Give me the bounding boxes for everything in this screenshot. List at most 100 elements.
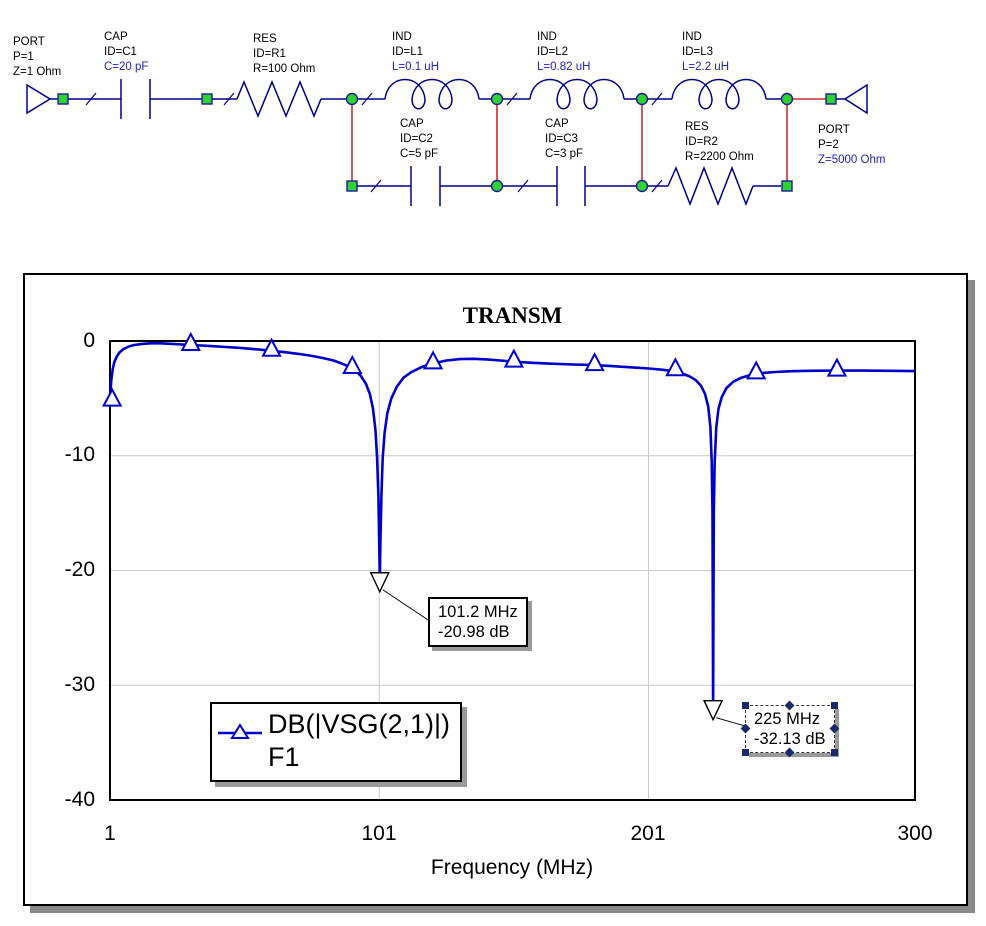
wire-tick-icon xyxy=(85,92,97,106)
ytick-m30: -30 xyxy=(64,673,95,696)
trace-marker-icon xyxy=(826,357,848,377)
port1-impedance: Z=1 Ohm xyxy=(13,66,61,78)
node-port2[interactable] xyxy=(825,93,837,105)
cap-c3-symbol[interactable]: CAP ID=C3 C=3 pF xyxy=(490,118,637,206)
cap-c1-symbol[interactable]: CAP ID=C1 C=20 pF xyxy=(68,31,213,119)
c1-id: ID=C1 xyxy=(104,46,137,58)
wire-tick-icon xyxy=(517,179,529,193)
c2-type: CAP xyxy=(400,118,424,130)
marker-leader-line xyxy=(382,589,429,621)
shunt-wires[interactable] xyxy=(351,105,788,181)
port1-symbol[interactable]: PORT P=1 Z=1 Ohm xyxy=(13,36,69,115)
l3-id: ID=L3 xyxy=(682,46,713,58)
node-1[interactable] xyxy=(345,92,359,106)
r2-id: ID=R2 xyxy=(685,136,718,148)
ytick-m20: -20 xyxy=(64,558,95,581)
port1-label: PORT xyxy=(13,36,45,48)
xtick-201: 201 xyxy=(630,822,666,845)
trace-marker-icon xyxy=(503,348,525,368)
wire-tick-icon xyxy=(370,179,382,193)
trace-db-vsg21[interactable] xyxy=(108,341,916,712)
legend-trace-icon xyxy=(218,723,262,739)
port2-number: P=2 xyxy=(818,139,839,151)
r1-type: RES xyxy=(253,33,277,45)
l3-value: L=2.2 uH xyxy=(682,61,729,73)
trace-marker-icon xyxy=(584,351,605,372)
xtick-300: 300 xyxy=(897,822,933,845)
node-b1[interactable] xyxy=(346,180,358,192)
r1-id: ID=R1 xyxy=(253,48,286,60)
marker1-callout-box[interactable]: 101.2 MHz -20.98 dB xyxy=(428,597,528,647)
trace-marker-icon xyxy=(261,337,282,357)
selection-handle[interactable] xyxy=(742,702,749,709)
circuit-schematic: PORT P=1 Z=1 Ohm CAP ID=C1 C=20 pF RES I… xyxy=(13,31,885,207)
c3-value: C=3 pF xyxy=(545,148,583,160)
l1-value: L=0.1 uH xyxy=(392,61,439,73)
c2-value: C=5 pF xyxy=(400,148,438,160)
r2-type: RES xyxy=(685,121,709,133)
port1-triangle-icon[interactable] xyxy=(26,83,52,115)
legend-series-label: DB(|VSG(2,1)|) xyxy=(268,709,451,739)
ind-l2-symbol[interactable]: IND ID=L2 L=0.82 uH xyxy=(490,31,637,110)
port2-triangle-icon[interactable] xyxy=(843,83,868,115)
node-3[interactable] xyxy=(635,92,649,106)
marker-leader-line xyxy=(715,717,745,727)
node-b2[interactable] xyxy=(490,179,504,193)
r1-value: R=100 Ohm xyxy=(253,63,315,75)
marker2-frequency: 225 MHz xyxy=(754,710,821,728)
node-b4[interactable] xyxy=(781,180,793,192)
port2-impedance: Z=5000 Ohm xyxy=(818,154,885,166)
selection-handle[interactable] xyxy=(742,749,749,756)
trace-marker-icon xyxy=(422,350,444,370)
res-r2-symbol[interactable]: RES ID=R2 R=2200 Ohm xyxy=(635,121,793,207)
legend-sweep-label: F1 xyxy=(268,742,300,772)
node-port1[interactable] xyxy=(57,93,69,105)
trace-marker-icon xyxy=(745,360,767,380)
c3-type: CAP xyxy=(545,118,569,130)
xtick-1: 1 xyxy=(104,822,116,845)
ytick-m40: -40 xyxy=(64,788,95,811)
port1-number: P=1 xyxy=(13,51,34,63)
l2-type: IND xyxy=(537,31,557,43)
selection-handle[interactable] xyxy=(830,702,838,709)
l1-type: IND xyxy=(392,31,412,43)
graph-window: TRANSM 0 -10 -20 -30 -40 1 101 201 300 F… xyxy=(23,273,968,906)
notch-marker-icon[interactable] xyxy=(369,572,390,594)
port2-label: PORT xyxy=(818,124,850,136)
ind-l3-symbol[interactable]: IND ID=L3 L=2.2 uH xyxy=(635,31,794,110)
marker1-frequency: 101.2 MHz xyxy=(438,603,518,621)
res-r1-symbol[interactable]: RES ID=R1 R=100 Ohm xyxy=(212,33,346,118)
node-b3[interactable] xyxy=(635,179,649,193)
x-axis-label: Frequency (MHz) xyxy=(430,856,594,879)
node-c1-out[interactable] xyxy=(201,93,213,105)
c1-type: CAP xyxy=(104,31,128,43)
c2-id: ID=C2 xyxy=(400,133,433,145)
legend-box[interactable]: DB(|VSG(2,1)|) F1 xyxy=(210,702,462,782)
wire-tick-icon xyxy=(361,92,373,106)
graph-title: TRANSM xyxy=(462,303,563,328)
marker2-callout-box[interactable]: 225 MHz -32.13 dB xyxy=(740,700,840,758)
c3-id: ID=C3 xyxy=(545,133,578,145)
l2-id: ID=L2 xyxy=(537,46,568,58)
node-2[interactable] xyxy=(490,92,504,106)
wire-tick-icon xyxy=(506,92,518,106)
port2-symbol[interactable]: PORT P=2 Z=5000 Ohm xyxy=(793,83,885,166)
selection-handle[interactable] xyxy=(830,749,838,756)
wire-tick-icon xyxy=(223,92,235,106)
ytick-0: 0 xyxy=(83,329,95,352)
ind-l1-symbol[interactable]: IND ID=L1 L=0.1 uH xyxy=(345,31,492,110)
plot-frame xyxy=(109,340,916,801)
ytick-m10: -10 xyxy=(64,443,95,466)
r2-value: R=2200 Ohm xyxy=(685,151,754,163)
xtick-101: 101 xyxy=(361,822,397,845)
wire-tick-icon xyxy=(651,92,663,106)
marker1-value: -20.98 dB xyxy=(438,623,510,641)
wire-tick-icon xyxy=(651,179,663,193)
cap-c2-symbol[interactable]: CAP ID=C2 C=5 pF xyxy=(346,118,491,206)
node-4[interactable] xyxy=(780,92,794,106)
notch-marker-icon[interactable] xyxy=(702,699,724,722)
c1-value: C=20 pF xyxy=(104,61,148,73)
trace-marker-icon xyxy=(101,387,123,407)
trace-marker-icon xyxy=(180,331,201,352)
